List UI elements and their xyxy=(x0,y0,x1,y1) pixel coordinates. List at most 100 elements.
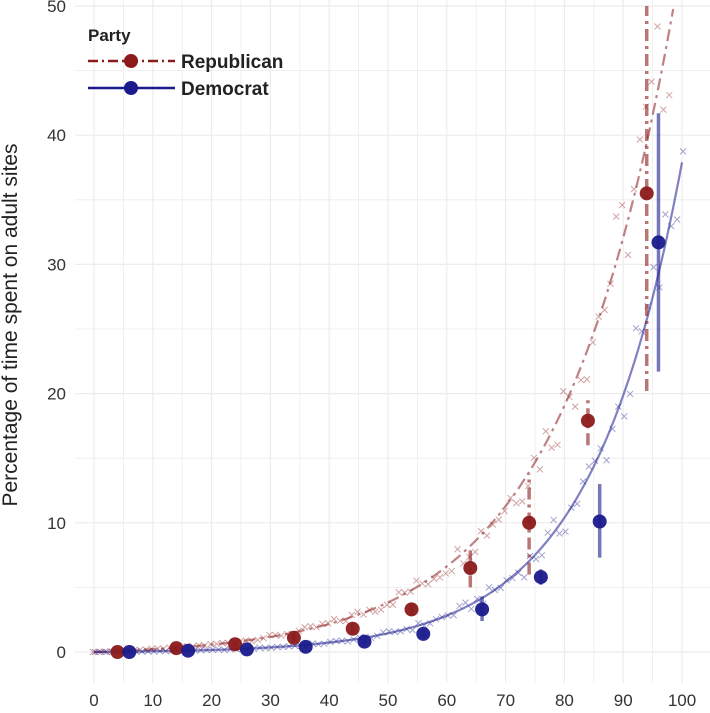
legend-republican-marker xyxy=(124,54,138,68)
raw-point-democrat xyxy=(556,530,563,537)
fit-line-republican xyxy=(93,8,675,654)
point-democrat xyxy=(651,235,666,250)
x-tick-label: 50 xyxy=(379,691,398,710)
point-democrat xyxy=(181,643,196,658)
raw-point-republican xyxy=(401,589,408,597)
raw-point-republican xyxy=(207,640,214,648)
point-democrat xyxy=(239,642,254,657)
point-republican xyxy=(639,186,654,201)
raw-point-republican xyxy=(583,376,591,383)
raw-point-republican xyxy=(648,78,655,86)
point-republican xyxy=(404,602,419,617)
y-tick-label: 20 xyxy=(47,385,66,404)
raw-point-republican xyxy=(560,387,567,395)
raw-point-republican xyxy=(501,507,508,515)
x-tick-label: 100 xyxy=(668,691,696,710)
raw-point-republican xyxy=(413,577,420,584)
x-tick-label: 20 xyxy=(202,691,221,710)
point-democrat xyxy=(298,639,313,654)
raw-point-republican xyxy=(618,201,626,209)
raw-point-republican xyxy=(489,521,497,528)
legend-item-republican: Republican xyxy=(88,52,283,73)
raw-point-democrat xyxy=(485,584,493,591)
x-tick-label: 0 xyxy=(89,691,98,710)
raw-point-republican xyxy=(436,574,444,581)
point-republican xyxy=(169,641,184,656)
y-tick-label: 50 xyxy=(47,0,66,16)
raw-point-republican xyxy=(336,617,344,625)
raw-point-democrat xyxy=(585,463,593,470)
legend-democrat-marker xyxy=(124,81,138,95)
raw-point-democrat xyxy=(562,528,569,535)
raw-point-republican xyxy=(507,494,514,502)
raw-point-republican xyxy=(454,545,461,553)
raw-point-republican xyxy=(213,640,220,648)
point-democrat xyxy=(475,602,490,617)
raw-point-democrat xyxy=(650,263,657,271)
raw-point-democrat xyxy=(538,551,546,559)
raw-point-democrat xyxy=(467,605,475,613)
legend-item-democrat: Democrat xyxy=(88,79,269,100)
raw-point-republican xyxy=(307,622,314,630)
x-tick-label: 90 xyxy=(614,691,633,710)
y-tick-label: 0 xyxy=(57,643,66,662)
y-tick-label: 30 xyxy=(47,255,66,274)
y-tick-label: 10 xyxy=(47,514,66,533)
raw-point-democrat xyxy=(550,516,557,524)
x-axis-ticks: 0 10 20 30 40 50 60 70 80 90 100 xyxy=(89,691,696,710)
y-axis-title: Percentage of time spent on adult sites xyxy=(0,143,22,506)
raw-point-democrat xyxy=(603,456,610,464)
raw-point-republican xyxy=(665,91,673,99)
legend-title: Party xyxy=(88,26,131,45)
raw-point-republican xyxy=(654,23,661,30)
raw-point-democrat xyxy=(632,324,640,332)
raw-point-republican xyxy=(471,548,479,556)
x-tick-label: 70 xyxy=(496,691,515,710)
raw-point-republican xyxy=(89,648,97,656)
raw-point-republican xyxy=(260,634,267,642)
y-tick-label: 40 xyxy=(47,126,66,145)
raw-point-republican xyxy=(277,632,285,640)
point-democrat xyxy=(592,514,607,529)
raw-point-democrat xyxy=(620,413,628,420)
legend-republican-label: Republican xyxy=(181,52,283,73)
point-republican xyxy=(345,621,360,636)
raw-point-republican xyxy=(448,567,456,575)
point-republican xyxy=(580,413,595,428)
y-axis-ticks: 0 10 20 30 40 50 xyxy=(47,0,66,662)
raw-point-republican xyxy=(495,516,503,523)
point-democrat xyxy=(533,570,548,585)
x-tick-label: 10 xyxy=(143,691,162,710)
raw-point-republican xyxy=(548,444,555,451)
raw-point-democrat xyxy=(626,390,634,398)
point-republican xyxy=(463,561,478,576)
raw-point-republican xyxy=(536,466,544,473)
raw-point-republican xyxy=(554,441,561,449)
raw-point-republican xyxy=(301,623,309,631)
raw-point-democrat xyxy=(673,216,681,223)
raw-point-republican xyxy=(589,338,597,346)
mean-points xyxy=(110,186,666,659)
point-republican xyxy=(110,645,125,659)
point-republican xyxy=(228,637,243,652)
raw-point-democrat xyxy=(544,529,552,537)
raw-point-republican xyxy=(254,636,261,644)
x-tick-label: 60 xyxy=(437,691,456,710)
raw-point-democrat xyxy=(509,574,516,582)
raw-point-republican xyxy=(624,251,632,259)
point-republican xyxy=(522,515,537,530)
legend: Party Republican Democrat xyxy=(88,26,283,100)
raw-point-republican xyxy=(377,606,385,613)
raw-point-republican xyxy=(313,623,320,631)
raw-point-democrat xyxy=(662,211,669,218)
raw-point-republican xyxy=(513,499,520,507)
raw-point-republican xyxy=(636,136,644,143)
raw-point-republican xyxy=(542,427,550,435)
point-democrat xyxy=(416,626,431,641)
x-tick-label: 40 xyxy=(320,691,339,710)
raw-point-democrat xyxy=(520,574,528,581)
raw-point-republican xyxy=(483,532,491,539)
raw-point-democrat xyxy=(679,148,687,155)
point-democrat xyxy=(122,645,137,659)
